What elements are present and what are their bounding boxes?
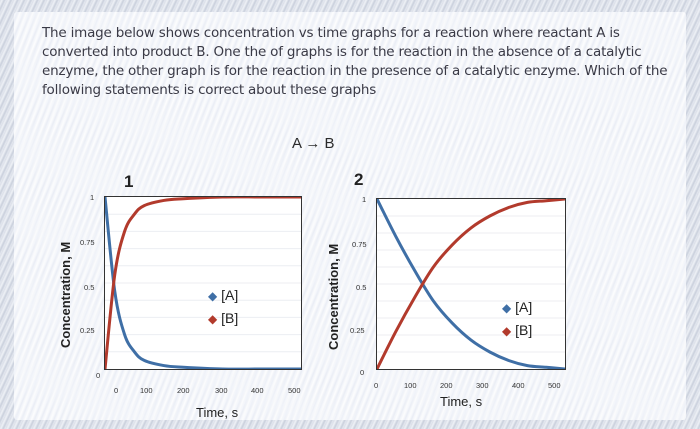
graph-1-ytick: 0 xyxy=(96,371,101,380)
graph-1-legend: ◆ [A] ◆ [B] xyxy=(208,284,238,330)
graph-1-xtick: 100 xyxy=(140,386,153,395)
graph-1-xtick: 400 xyxy=(251,386,264,395)
graph-1-svg xyxy=(103,195,301,371)
graph-2-ytick: 0.25 xyxy=(350,326,365,335)
graph-1-plot-area xyxy=(103,195,302,371)
graph-2-xlabel: Time, s xyxy=(440,394,483,409)
graph-1-ytick: 0.25 xyxy=(80,326,95,335)
graph-2-xtick: 100 xyxy=(404,381,417,390)
legend-label-b: [B] xyxy=(221,310,239,326)
graph-2-xtick: 500 xyxy=(548,381,561,390)
series-b-line xyxy=(103,195,301,370)
graph-2-svg xyxy=(375,197,566,371)
question-text: The image below shows concentration vs t… xyxy=(42,25,668,98)
graph-2-ytick: 0.75 xyxy=(352,240,367,249)
graph-1-xtick: 300 xyxy=(215,386,228,395)
legend-label-b: [B] xyxy=(515,322,533,338)
graph-2-ytick: 0.5 xyxy=(356,283,367,292)
diamond-icon: ◆ xyxy=(502,324,512,338)
graph-1-xtick: 200 xyxy=(177,386,190,395)
graph-2-xtick: 400 xyxy=(512,381,525,390)
graph-2-xtick: 0 xyxy=(374,381,379,390)
series-a-line xyxy=(375,198,566,371)
legend-label-a: [A] xyxy=(515,299,533,315)
graph-2-xtick: 200 xyxy=(440,381,453,390)
legend-label-a: [A] xyxy=(221,287,239,303)
graph-1-ytick: 0.5 xyxy=(84,283,95,292)
graph-1-ytick: 0.75 xyxy=(80,238,95,247)
graph-1-ytick: 1 xyxy=(90,193,95,202)
graph-1-ylabel: Concentration, M xyxy=(58,241,73,348)
legend-item-a: ◆ [A] xyxy=(208,284,238,307)
graph-2-plot-area xyxy=(375,197,566,371)
series-b-line xyxy=(375,197,566,370)
diamond-icon: ◆ xyxy=(208,289,218,303)
graph-1-xtick: 500 xyxy=(288,386,301,395)
graph-1-xlabel: Time, s xyxy=(196,405,239,420)
graph-2-legend: ◆ [A] ◆ [B] xyxy=(502,296,532,342)
diamond-icon: ◆ xyxy=(208,312,218,326)
graph-2-number: 2 xyxy=(354,170,364,189)
graph-2-ylabel: Concentration, M xyxy=(326,243,341,350)
diamond-icon: ◆ xyxy=(502,301,512,315)
reaction-label: A → B xyxy=(292,135,335,152)
legend-item-b: ◆ [B] xyxy=(208,307,238,330)
graph-2-ytick: 0 xyxy=(360,368,365,377)
graph-2-xtick: 300 xyxy=(476,381,489,390)
legend-item-b: ◆ [B] xyxy=(502,319,532,342)
graph-1-number: 1 xyxy=(124,172,134,191)
legend-item-a: ◆ [A] xyxy=(502,296,532,319)
graph-2-ytick: 1 xyxy=(362,195,367,204)
graph-1-xtick: 0 xyxy=(114,386,119,395)
